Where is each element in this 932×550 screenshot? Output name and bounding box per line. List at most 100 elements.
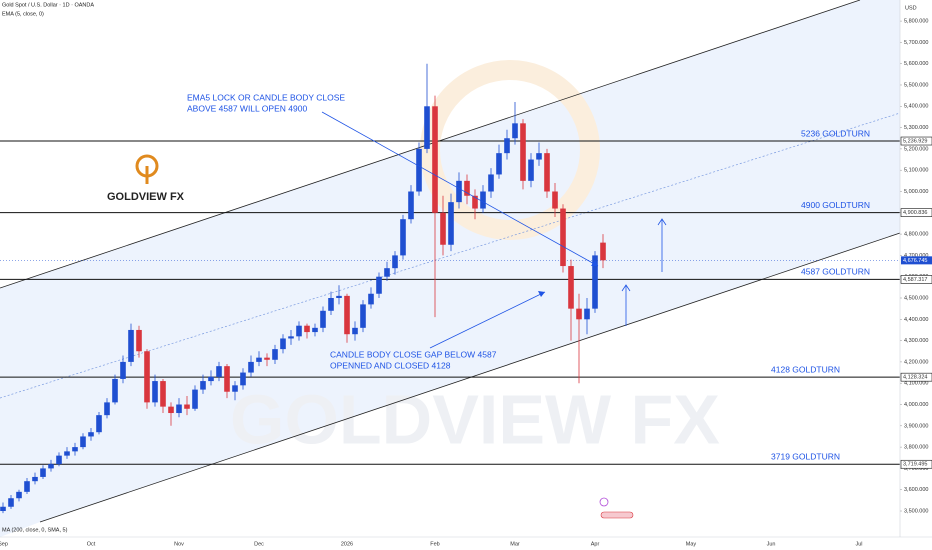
y-tick-label: 4,200.000 (904, 359, 928, 365)
indicator-label: EMA (5, close, 0) (2, 11, 44, 17)
candle-body (8, 498, 14, 507)
x-tick-label: Dec (254, 541, 264, 547)
candle-body (224, 366, 230, 392)
price-tag (900, 372, 932, 382)
logo-text: GOLDVIEW FX (107, 191, 185, 203)
candle-body (40, 468, 46, 477)
x-tick-label: 2026 (341, 541, 353, 547)
candle-body (240, 372, 246, 386)
x-tick-label: Sep (0, 541, 8, 547)
last-price-tag (901, 256, 932, 265)
y-tick-label: 5,200.000 (904, 146, 928, 152)
y-tick-label: 5,000.000 (904, 189, 928, 195)
arrow-head (538, 291, 545, 297)
y-tick-label: 5,600.000 (904, 61, 928, 67)
candle-body (176, 404, 182, 414)
candle-body (32, 476, 38, 482)
candle-body (512, 123, 518, 139)
candle-body (416, 148, 422, 192)
channel-fill (0, 0, 900, 537)
indicator-label: MA (200, close, 0, SMA, 5) (2, 527, 68, 533)
logo: GOLDVIEW FX (107, 154, 185, 203)
y-tick-label: 3,500.000 (904, 508, 928, 514)
x-tick-label: Jul (855, 541, 862, 547)
annotation: EMA5 LOCK OR CANDLE BODY CLOSE (187, 92, 345, 102)
price-tag (900, 136, 932, 146)
candle-body (152, 381, 158, 403)
candle-body (160, 381, 166, 407)
candle-body (144, 351, 150, 403)
candle-body (16, 491, 22, 499)
candle-body (136, 329, 142, 352)
candle-body (120, 361, 126, 379)
candle-body (400, 219, 406, 256)
candles (0, 63, 606, 514)
price-tag (900, 459, 932, 469)
y-tick-label: 5,300.000 (904, 125, 928, 131)
candle-body (256, 357, 262, 362)
candle-body (392, 255, 398, 269)
x-tick-label: May (686, 541, 697, 547)
candle-body (168, 406, 174, 414)
watermark-ring (420, 60, 600, 240)
event-icon (600, 511, 634, 519)
candle-body (584, 308, 590, 320)
candle-body (312, 327, 318, 333)
channel-mid (0, 112, 901, 399)
y-tick-label: 3,600.000 (904, 487, 928, 493)
annotation: ABOVE 4587 WILL OPEN 4900 (187, 103, 307, 113)
price-tag-label: 4,587.317 (903, 277, 927, 283)
candle-body (320, 310, 326, 328)
candle-body (472, 195, 478, 209)
candle-body (552, 191, 558, 209)
candle-body (408, 191, 414, 220)
y-tick-label: 4,300.000 (904, 338, 928, 344)
candle-body (536, 153, 542, 160)
candle-body (200, 381, 206, 390)
y-tick-label: 3,800.000 (904, 445, 928, 451)
candle-body (488, 174, 494, 192)
up-arrow-head (621, 284, 631, 292)
y-tick-label: 3,900.000 (904, 423, 928, 429)
candle-body (296, 325, 302, 337)
candle-body (112, 378, 118, 403)
candle-body (72, 447, 78, 452)
candle-body (216, 366, 222, 377)
y-tick-label: 4,000.000 (904, 402, 928, 408)
last-price-label: 4,676.745 (903, 258, 927, 264)
candle-body (464, 180, 470, 196)
price-tag-label: 4,900.836 (903, 210, 927, 216)
candle-body (0, 506, 6, 512)
candle-body (456, 180, 462, 203)
level-annotation: 4587 GOLDTURN (801, 267, 870, 277)
y-tick-label: 4,100.000 (904, 381, 928, 387)
y-tick-label: 5,700.000 (904, 40, 928, 46)
candle-body (48, 464, 54, 469)
candle-body (576, 308, 582, 320)
y-tick-label: 5,500.000 (904, 82, 928, 88)
annotation: OPENNED AND CLOSED 4128 (330, 360, 451, 370)
watermark: GOLDVIEW FX (230, 380, 720, 458)
y-tick-label: 4,800.000 (904, 232, 928, 238)
candle-body (264, 357, 270, 360)
arrow (321, 111, 599, 267)
level-annotation: 4900 GOLDTURN (801, 200, 870, 210)
price-tag (900, 208, 932, 217)
price-tag (900, 275, 932, 284)
arrow-head (591, 260, 598, 266)
candle-body (232, 385, 238, 392)
candle-body (480, 191, 486, 209)
candle-body (88, 432, 94, 437)
candle-body (384, 268, 390, 277)
candle-body (336, 295, 342, 299)
annotation: CANDLE BODY CLOSE GAP BELOW 4587 (330, 349, 497, 359)
y-tick-label: 5,400.000 (904, 104, 928, 110)
candle-body (440, 212, 446, 245)
candle-body (56, 455, 62, 465)
chart-title: Gold Spot / U.S. Dollar · 1D · OANDA (2, 2, 94, 8)
candle-body (96, 415, 102, 433)
candle-body (568, 266, 574, 309)
candle-body (592, 255, 598, 309)
y-tick-label: 3,700.000 (904, 466, 928, 472)
